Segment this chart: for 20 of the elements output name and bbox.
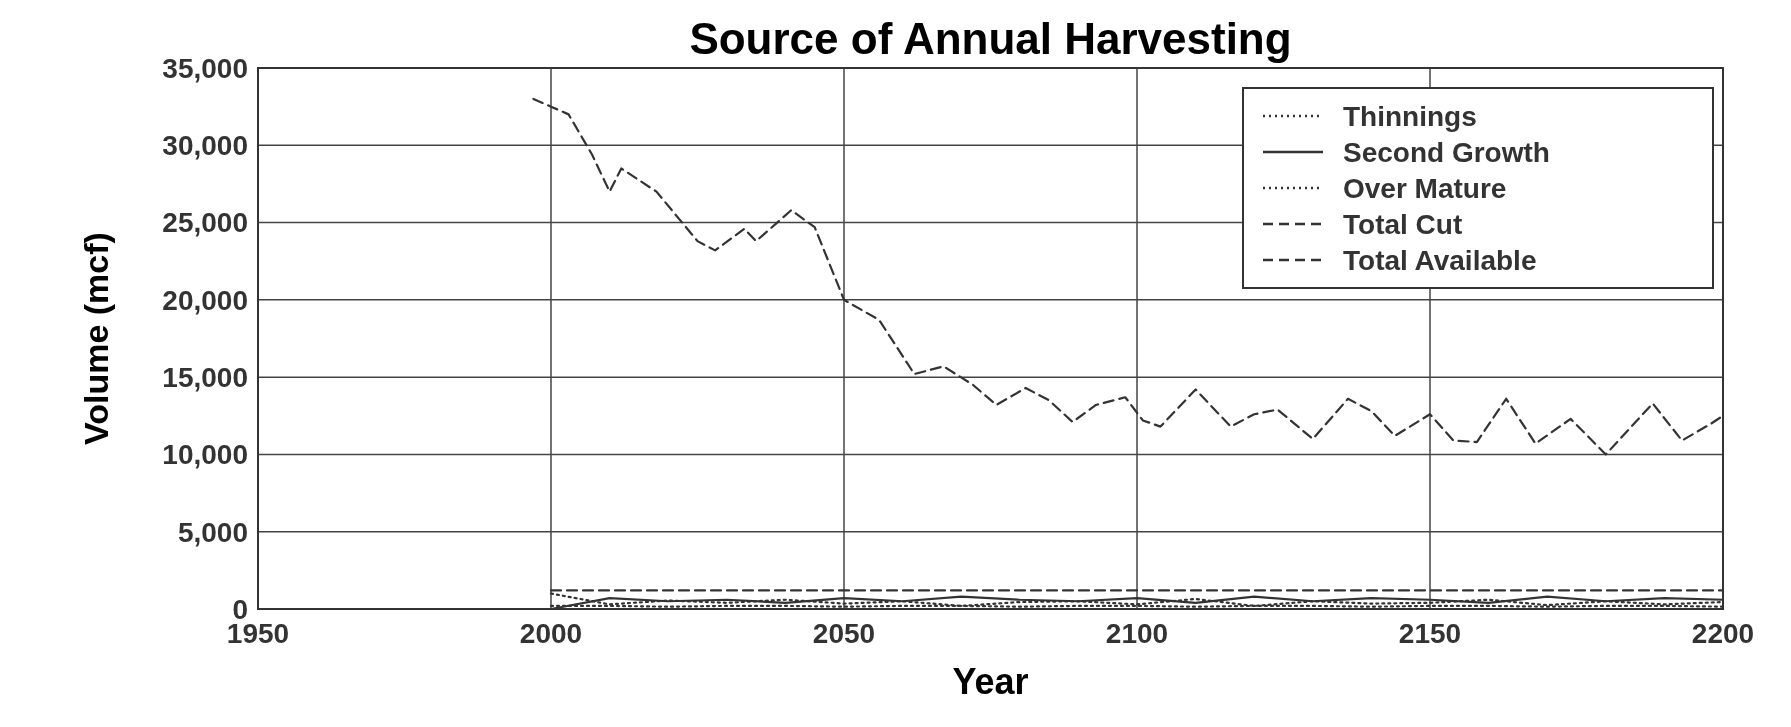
x-axis-title: Year bbox=[952, 661, 1029, 702]
y-tick-label: 20,000 bbox=[162, 284, 248, 316]
x-tick-label: 2050 bbox=[812, 618, 876, 649]
y-tick-label: 15,000 bbox=[162, 361, 248, 393]
y-tick-label: 30,000 bbox=[162, 130, 248, 162]
legend-label: Total Cut bbox=[1343, 208, 1463, 240]
y-tick-label: 35,000 bbox=[162, 52, 248, 84]
y-axis-title: Volume (mcf) bbox=[77, 232, 115, 445]
y-tick-label: 10,000 bbox=[162, 439, 248, 471]
legend-label: Thinnings bbox=[1343, 100, 1477, 132]
legend-label: Over Mature bbox=[1343, 172, 1507, 204]
x-tick-label: 2000 bbox=[519, 618, 583, 649]
x-tick-label: 2100 bbox=[1105, 618, 1169, 649]
x-tick-label: 2150 bbox=[1398, 618, 1462, 649]
legend-label: Second Growth bbox=[1343, 136, 1550, 168]
x-tick-label: 2200 bbox=[1691, 618, 1755, 649]
y-tick-label: 5,000 bbox=[177, 516, 248, 548]
y-tick-label: 25,000 bbox=[162, 207, 248, 239]
legend-label: Total Available bbox=[1343, 244, 1537, 276]
chart-title: Source of Annual Harvesting bbox=[689, 14, 1292, 63]
